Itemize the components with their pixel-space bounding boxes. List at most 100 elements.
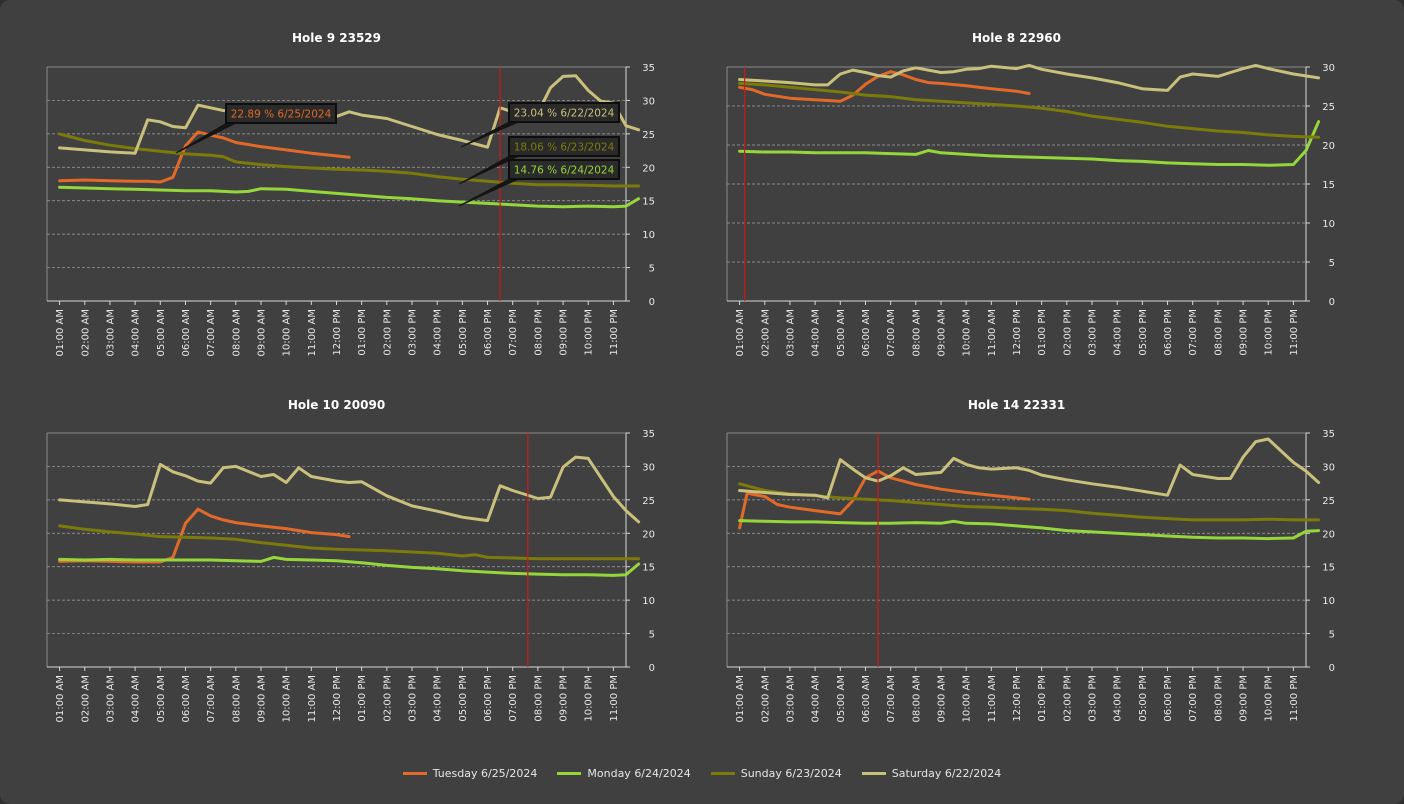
x-tick-label: 10:00 PM — [1264, 675, 1275, 722]
x-tick-label: 09:00 AM — [936, 309, 947, 356]
series-line-saturday — [58, 74, 641, 155]
x-tick-label: 09:00 AM — [256, 309, 267, 356]
series-line-monday — [58, 185, 641, 209]
x-tick-label: 11:00 PM — [609, 309, 620, 356]
x-tick-label: 08:00 PM — [1213, 675, 1224, 722]
legend-item: Saturday 6/22/2024 — [861, 767, 1001, 780]
x-tick-label: 03:00 PM — [408, 309, 419, 356]
y-tick-label: 10 — [642, 230, 655, 241]
y-tick-label: 25 — [1322, 496, 1335, 507]
x-tick-label: 10:00 PM — [1264, 309, 1275, 356]
x-tick-label: 03:00 PM — [1088, 675, 1099, 722]
chart-4: Hole 14 22331 0 5 10 15 20 25 30 35 01:00 AM 02:00… — [726, 398, 1335, 722]
x-tick-label: 06:00 AM — [861, 675, 872, 722]
legend-label: Monday 6/24/2024 — [587, 766, 691, 780]
y-tick-label: 0 — [1329, 663, 1335, 674]
callout-label: 22.89 % 6/25/2024 — [231, 109, 332, 121]
x-tick-label: 02:00 AM — [760, 675, 771, 722]
x-tick-label: 01:00 AM — [735, 309, 746, 356]
x-tick-label: 11:00 AM — [307, 675, 318, 722]
x-tick-label: 04:00 PM — [433, 675, 444, 722]
x-tick-label: 09:00 AM — [936, 675, 947, 722]
x-tick-label: 05:00 PM — [1138, 309, 1149, 356]
x-tick-label: 05:00 AM — [156, 675, 167, 722]
x-tick-label: 05:00 AM — [836, 309, 847, 356]
y-tick-label: 15 — [1322, 563, 1335, 574]
x-tick-label: 11:00 PM — [609, 675, 620, 722]
y-tick-label: 0 — [649, 663, 655, 674]
y-tick-label: 20 — [1322, 529, 1335, 540]
x-tick-label: 02:00 PM — [382, 675, 393, 722]
x-tick-label: 09:00 AM — [256, 675, 267, 722]
x-tick-label: 07:00 AM — [206, 675, 217, 722]
data-callout: 22.89 % 6/25/2024 — [175, 103, 337, 154]
legend-swatch — [710, 771, 735, 775]
x-tick-label: 07:00 PM — [1188, 309, 1199, 356]
x-tick-label: 10:00 PM — [584, 675, 595, 722]
x-tick-label: 02:00 AM — [760, 309, 771, 356]
callout-box — [508, 159, 620, 180]
series-line-saturday — [738, 437, 1321, 500]
y-tick-label: 0 — [649, 297, 655, 308]
x-tick-label: 05:00 PM — [458, 675, 469, 722]
y-tick-label: 25 — [642, 130, 655, 141]
callout-label: 14.76 % 6/24/2024 — [514, 165, 615, 177]
x-tick-label: 12:00 PM — [1012, 675, 1023, 722]
legend-label: Tuesday 6/25/2024 — [432, 766, 538, 780]
x-tick-label: 03:00 PM — [408, 675, 419, 722]
x-tick-label: 08:00 PM — [1213, 309, 1224, 356]
x-tick-label: 05:00 AM — [836, 675, 847, 722]
y-tick-label: 15 — [1322, 180, 1335, 191]
callout-box — [225, 103, 337, 124]
legend-item: Tuesday 6/25/2024 — [402, 766, 538, 780]
series-line-monday — [738, 120, 1321, 167]
x-tick-label: 03:00 AM — [785, 309, 796, 356]
x-tick-label: 06:00 AM — [861, 309, 872, 356]
x-tick-label: 10:00 AM — [962, 675, 973, 722]
x-tick-label: 01:00 AM — [735, 675, 746, 722]
x-tick-label: 06:00 PM — [483, 309, 494, 356]
x-tick-label: 06:00 AM — [181, 309, 192, 356]
series-line-sunday — [58, 132, 641, 188]
series-line-tuesday — [58, 130, 351, 184]
y-tick-label: 30 — [1322, 462, 1335, 473]
chart-3: Hole 10 20090 0 5 10 15 20 25 30 35 01:00 AM 02:00… — [46, 398, 655, 722]
x-tick-label: 01:00 PM — [357, 675, 368, 722]
callout-box — [508, 102, 620, 123]
x-tick-label: 07:00 AM — [886, 309, 897, 356]
x-tick-label: 09:00 PM — [559, 309, 570, 356]
x-tick-label: 10:00 AM — [282, 675, 293, 722]
charts-canvas: Hole 9 23529 0 5 10 15 20 25 30 35 01:00 AM 02:00 … — [46, 31, 1335, 722]
chart-title: Hole 8 22960 — [972, 31, 1061, 45]
series-line-monday — [58, 555, 641, 577]
chart-title: Hole 14 22331 — [968, 398, 1065, 412]
legend-label: Sunday 6/23/2024 — [740, 766, 842, 780]
series-line-sunday — [738, 81, 1321, 139]
x-tick-label: 04:00 AM — [131, 309, 142, 356]
x-tick-label: 08:00 PM — [533, 309, 544, 356]
x-tick-label: 01:00 PM — [357, 309, 368, 356]
y-tick-label: 10 — [1322, 596, 1335, 607]
y-tick-label: 30 — [642, 96, 655, 107]
y-tick-label: 20 — [642, 163, 655, 174]
x-tick-label: 12:00 PM — [1012, 309, 1023, 356]
y-tick-label: 35 — [1322, 429, 1335, 440]
x-tick-label: 06:00 PM — [1163, 309, 1174, 356]
x-tick-label: 04:00 PM — [1113, 675, 1124, 722]
x-tick-label: 08:00 AM — [911, 309, 922, 356]
y-tick-label: 5 — [1329, 630, 1335, 641]
x-tick-label: 02:00 PM — [1062, 309, 1073, 356]
x-tick-label: 10:00 AM — [282, 309, 293, 356]
series-line-saturday — [738, 63, 1321, 92]
x-tick-label: 03:00 AM — [105, 675, 116, 722]
x-tick-label: 12:00 PM — [332, 309, 343, 356]
x-tick-label: 02:00 AM — [80, 675, 91, 722]
x-tick-label: 04:00 AM — [811, 675, 822, 722]
data-callout: 14.76 % 6/24/2024 — [458, 159, 620, 207]
x-tick-label: 12:00 PM — [332, 675, 343, 722]
x-tick-label: 03:00 PM — [1088, 309, 1099, 356]
x-tick-label: 01:00 AM — [55, 309, 66, 356]
y-tick-label: 20 — [1322, 141, 1335, 152]
chart-1: Hole 9 23529 0 5 10 15 20 25 30 35 01:00 AM 02:00 … — [46, 31, 655, 356]
